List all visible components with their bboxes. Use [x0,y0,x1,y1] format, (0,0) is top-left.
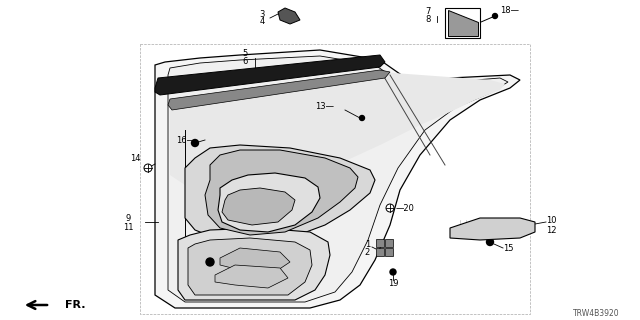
Bar [376,239,384,247]
Polygon shape [215,265,288,288]
Text: 10: 10 [546,215,557,225]
Circle shape [386,204,394,212]
Text: 2: 2 [365,247,370,257]
Text: 4: 4 [259,17,264,26]
Polygon shape [205,150,358,235]
Text: 18—: 18— [500,5,519,14]
Polygon shape [448,10,478,36]
Polygon shape [188,238,312,295]
Polygon shape [278,8,300,24]
Polygon shape [155,50,520,308]
Text: 3: 3 [259,10,265,19]
Text: FR.: FR. [65,300,86,310]
Text: 11: 11 [123,222,133,231]
Polygon shape [218,173,320,232]
Text: 6: 6 [243,57,248,66]
Circle shape [493,13,497,19]
Circle shape [206,258,214,266]
Circle shape [144,164,152,172]
Text: —20: —20 [396,204,415,212]
Polygon shape [450,218,535,240]
Polygon shape [220,248,290,272]
Polygon shape [445,8,480,38]
Text: 7: 7 [426,6,431,15]
Bar [376,248,384,256]
Text: 8: 8 [426,14,431,23]
Text: 1: 1 [365,239,370,249]
Polygon shape [170,72,505,185]
Text: 16—: 16— [176,135,195,145]
Polygon shape [168,70,390,110]
Text: 13—: 13— [315,101,334,110]
Polygon shape [155,55,385,95]
Circle shape [191,140,198,147]
Polygon shape [185,145,375,242]
Text: 9: 9 [125,213,131,222]
Bar [385,248,393,256]
Text: 5: 5 [243,49,248,58]
Text: 14: 14 [130,154,140,163]
Bar [385,239,393,247]
Polygon shape [168,56,508,302]
Polygon shape [178,228,330,300]
Circle shape [390,269,396,275]
Circle shape [486,238,493,245]
Bar [140,44,530,314]
Text: 19: 19 [388,278,398,287]
Polygon shape [222,188,295,225]
Text: TRW4B3920: TRW4B3920 [573,308,620,317]
Circle shape [360,116,365,121]
Text: 15: 15 [503,244,513,252]
Text: 17: 17 [195,271,205,281]
Text: 12: 12 [546,226,557,235]
